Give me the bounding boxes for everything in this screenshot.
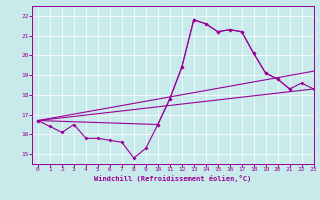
X-axis label: Windchill (Refroidissement éolien,°C): Windchill (Refroidissement éolien,°C) — [94, 175, 252, 182]
